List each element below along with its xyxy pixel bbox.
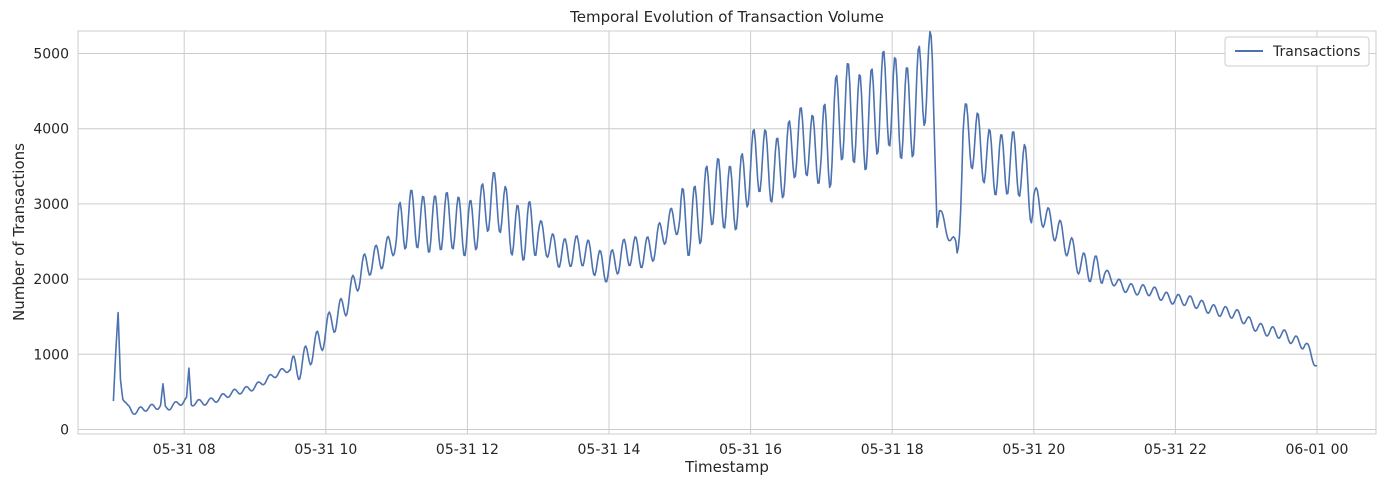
plot-area: [77, 30, 1377, 435]
x-axis-label: Timestamp: [684, 458, 769, 476]
series-line-transactions: [112, 30, 1318, 416]
legend-box: [1224, 36, 1370, 67]
x-tick-label: 05-31 22: [1144, 442, 1207, 458]
y-axis-label: Number of Transactions: [10, 143, 28, 321]
y-tick-label: 0: [60, 422, 69, 438]
x-tick-labels: 05-31 08 05-31 10 05-31 12 05-31 14 05-31 16…: [153, 442, 1349, 458]
y-tick-labels: 0 1000 2000 3000 4000 5000: [33, 47, 69, 439]
y-tick-label: 2000: [33, 272, 69, 288]
x-tick-label: 05-31 12: [436, 442, 499, 458]
x-tick-label: 05-31 08: [153, 442, 216, 458]
y-tick-label: 5000: [33, 47, 69, 63]
x-tick-label: 06-01 00: [1286, 442, 1349, 458]
legend: Transactions: [1224, 36, 1370, 67]
y-tick-label: 4000: [33, 122, 69, 138]
x-tick-label: 05-31 18: [861, 442, 924, 458]
x-tick-label: 05-31 20: [1002, 442, 1065, 458]
y-tick-label: 1000: [33, 347, 69, 363]
chart-title: Temporal Evolution of Transaction Volume: [569, 8, 884, 26]
x-tick-label: 05-31 10: [294, 442, 357, 458]
x-tick-label: 05-31 14: [578, 442, 641, 458]
x-tick-label: 05-31 16: [719, 442, 782, 458]
legend-label-transactions: Transactions: [1272, 44, 1360, 60]
y-tick-label: 3000: [33, 197, 69, 213]
